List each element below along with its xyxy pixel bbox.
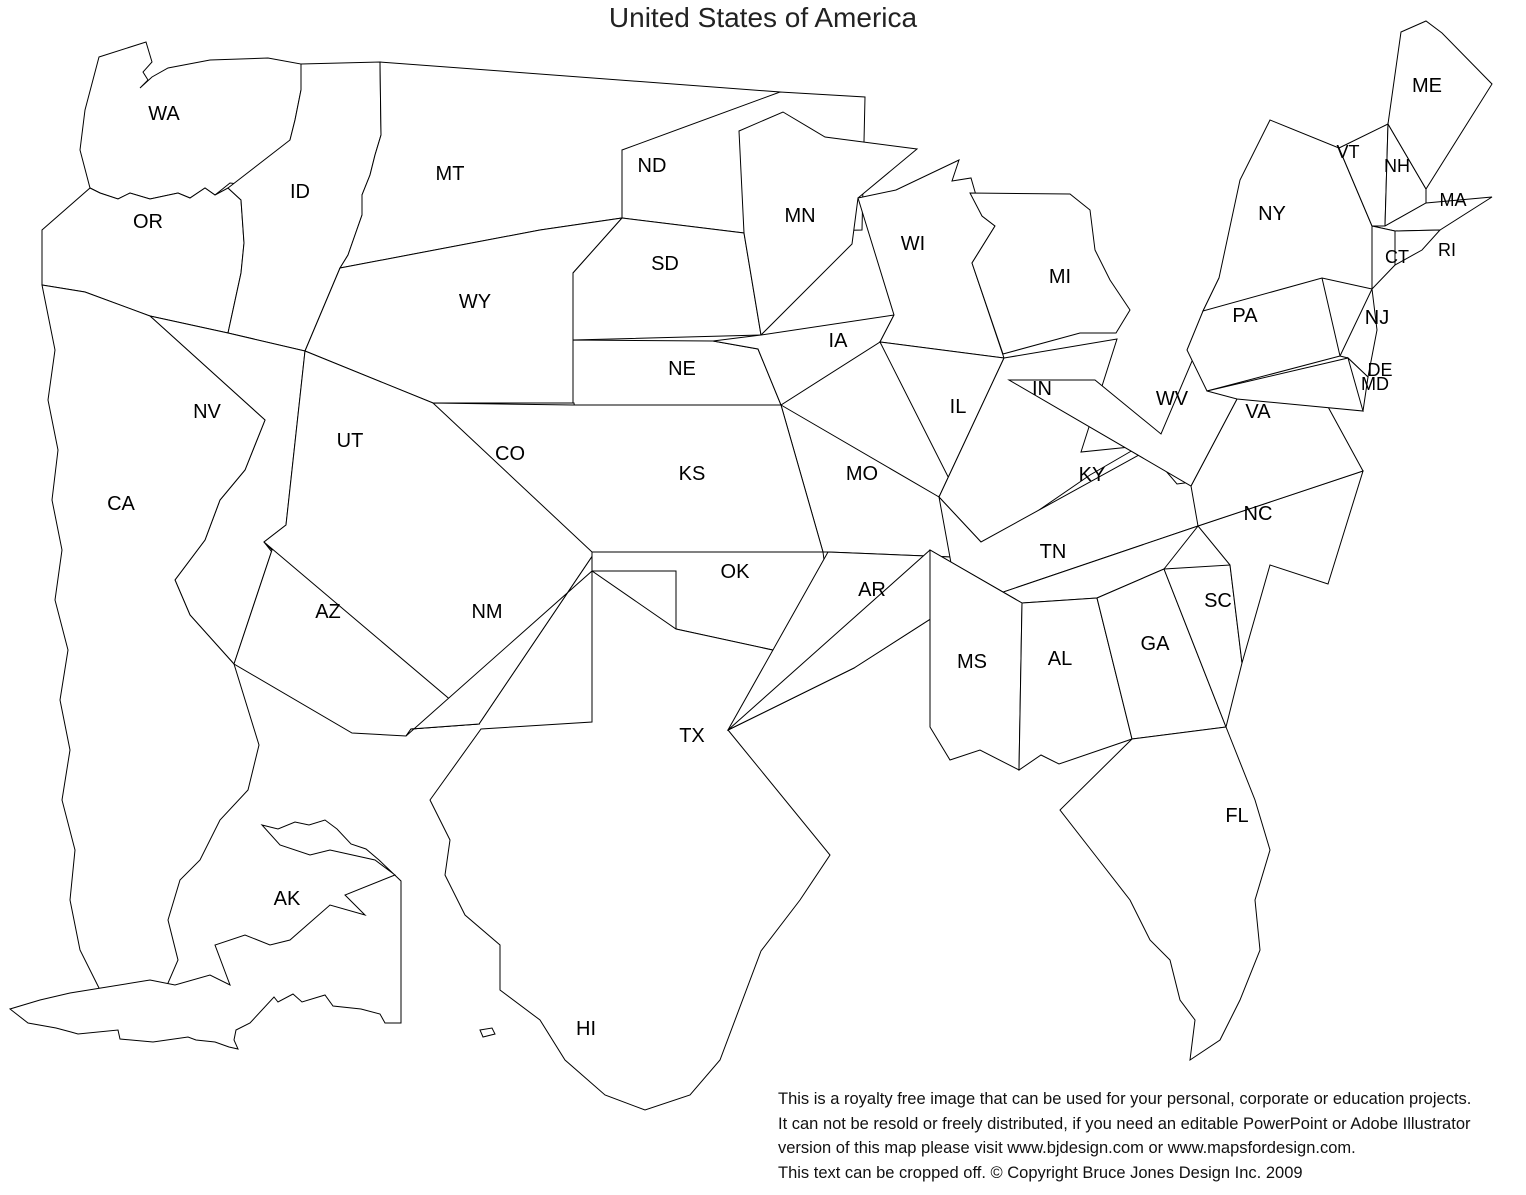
svg-text:UT: UT [337,430,364,452]
svg-text:KS: KS [679,463,706,485]
svg-text:NC: NC [1244,503,1273,525]
svg-text:MD: MD [1361,374,1389,394]
svg-text:NY: NY [1258,203,1286,225]
svg-text:MS: MS [957,651,987,673]
svg-text:AR: AR [858,579,886,601]
svg-text:CO: CO [495,443,525,465]
svg-text:IN: IN [1032,378,1052,400]
svg-text:SC: SC [1204,590,1232,612]
svg-text:NJ: NJ [1365,307,1389,329]
svg-text:GA: GA [1141,633,1171,655]
svg-text:AL: AL [1048,648,1072,670]
svg-text:OK: OK [721,561,751,583]
svg-text:OR: OR [133,211,163,233]
svg-text:IL: IL [950,396,967,418]
svg-text:CT: CT [1385,247,1409,267]
svg-text:HI: HI [576,1018,596,1040]
svg-text:IA: IA [829,330,849,352]
svg-text:MO: MO [846,463,878,485]
svg-text:WA: WA [148,103,180,125]
svg-text:MA: MA [1440,190,1467,210]
svg-text:NH: NH [1384,156,1410,176]
svg-text:MI: MI [1049,266,1071,288]
svg-text:NE: NE [668,358,696,380]
svg-text:WY: WY [459,291,491,313]
svg-text:MN: MN [784,205,815,227]
svg-text:NM: NM [471,601,502,623]
svg-text:ID: ID [290,181,310,203]
svg-text:CA: CA [107,493,135,515]
svg-text:WV: WV [1156,388,1189,410]
svg-text:FL: FL [1225,805,1248,827]
svg-text:ND: ND [638,155,667,177]
svg-text:VA: VA [1245,401,1271,423]
svg-text:TX: TX [679,725,705,747]
svg-text:AK: AK [274,888,301,910]
svg-text:TN: TN [1040,541,1067,563]
svg-text:RI: RI [1438,240,1456,260]
svg-text:ME: ME [1412,75,1442,97]
svg-text:WI: WI [901,233,925,255]
svg-text:VT: VT [1336,142,1359,162]
svg-text:SD: SD [651,253,679,275]
svg-text:KY: KY [1079,464,1106,486]
svg-text:PA: PA [1232,305,1258,327]
svg-text:AZ: AZ [315,601,341,623]
svg-text:NV: NV [193,401,221,423]
svg-text:MT: MT [436,163,465,185]
